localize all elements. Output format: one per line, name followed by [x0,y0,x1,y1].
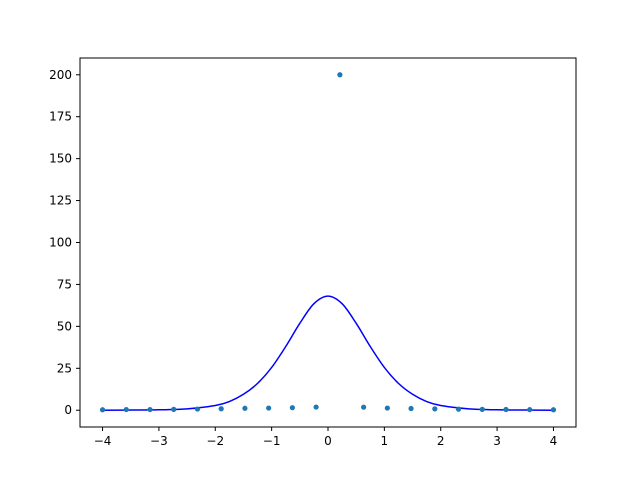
x-axis: −4 −3 −2 −1 0 1 2 3 4 [94,427,558,448]
y-axis: 0 25 50 75 100 125 150 175 200 [49,68,80,417]
y-tick-label: 175 [49,110,72,124]
scatter-point [313,404,319,410]
scatter-point [361,404,367,410]
scatter-point [289,405,295,411]
scatter-point [242,405,248,411]
y-tick-label: 200 [49,68,72,82]
fit-curve-line [102,295,554,411]
scatter-point [479,406,485,412]
y-tick-label: 75 [57,277,72,291]
scatter-point [266,405,272,411]
y-tick-label: 50 [57,319,72,333]
scatter-point [194,406,201,412]
y-tick-label: 0 [64,403,72,417]
x-tick-label: −2 [206,434,224,448]
scatter-point [527,407,533,413]
scatter-point [432,406,438,412]
scatter-point [455,406,462,412]
scatter-point [337,72,343,78]
x-tick-label: −4 [94,434,112,448]
scatter-point [99,407,106,413]
x-tick-label: −1 [263,434,281,448]
scatter-point [550,407,557,413]
x-tick-label: 4 [550,434,558,448]
scatter-point [503,406,509,413]
y-tick-label: 100 [49,236,72,250]
scatter-point [218,406,224,412]
x-tick-label: 2 [437,434,445,448]
y-tick-label: 125 [49,194,72,208]
y-tick-label: 25 [57,361,72,375]
y-tick-label: 150 [49,152,72,166]
series-layer [99,72,557,413]
x-tick-label: 0 [324,434,332,448]
scatter-point [171,406,177,412]
scatter-point [147,406,153,413]
x-tick-label: −3 [150,434,168,448]
x-tick-label: 3 [493,434,501,448]
scatter-point [384,405,390,411]
scatter-point [408,405,414,412]
x-tick-label: 1 [381,434,389,448]
scatter-point [123,406,129,413]
